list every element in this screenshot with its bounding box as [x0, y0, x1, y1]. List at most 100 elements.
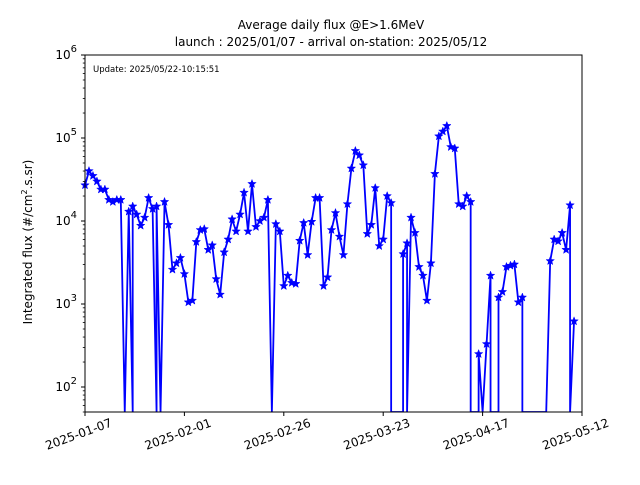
data-point-marker: [441, 120, 452, 131]
data-point-marker: [449, 143, 460, 153]
data-point-marker: [231, 226, 241, 236]
data-point-marker: [326, 224, 337, 235]
data-point-marker: [278, 280, 289, 291]
data-point-marker: [358, 160, 369, 170]
data-point-marker: [485, 270, 496, 280]
data-point-marker: [251, 221, 261, 231]
data-point-marker: [127, 201, 138, 211]
data-point-marker: [239, 187, 249, 197]
data-point-marker: [151, 201, 162, 211]
data-point-marker: [159, 196, 170, 207]
data-point-marker: [493, 292, 504, 302]
data-point-marker: [549, 234, 560, 244]
data-point-marker: [346, 163, 357, 173]
data-point-marker: [290, 278, 301, 288]
data-point-marker: [398, 248, 408, 259]
data-point-marker: [115, 194, 126, 204]
y-axis-label-main: Integrated flux (#/cm: [21, 195, 35, 325]
data-point-marker: [366, 219, 377, 229]
data-point-marker: [473, 348, 484, 359]
data-point-marker: [92, 176, 102, 186]
y-tick-label: 104: [55, 210, 77, 228]
data-point-marker: [370, 182, 381, 193]
data-point-marker: [235, 209, 245, 219]
data-point-marker: [139, 212, 150, 222]
x-tick-label: 2025-01-07: [43, 416, 113, 453]
data-point-marker: [406, 212, 416, 222]
data-point-marker: [179, 268, 190, 279]
y-tick-label: 103: [55, 293, 77, 311]
data-point-marker: [569, 316, 579, 326]
x-tick-label: 2025-02-26: [242, 416, 312, 453]
y-tick-exponent: 4: [71, 210, 77, 221]
data-point-marker: [517, 292, 528, 302]
data-point-marker: [434, 131, 444, 141]
data-point-marker: [354, 150, 365, 160]
data-point-marker: [199, 223, 210, 234]
data-point-marker: [298, 217, 309, 227]
data-point-marker: [557, 227, 567, 237]
data-point-marker: [211, 273, 222, 284]
x-tick-label: 2025-05-12: [540, 416, 610, 453]
data-point-marker: [270, 218, 281, 229]
data-point-marker: [461, 190, 472, 201]
data-point-marker: [513, 297, 524, 307]
data-point-marker: [302, 249, 313, 260]
y-tick-exponent: 3: [71, 293, 77, 304]
data-point-marker: [322, 272, 333, 282]
data-point-marker: [123, 206, 134, 216]
y-axis-label: Integrated flux (#/cm2.s.sr): [20, 160, 35, 325]
data-point-marker: [553, 236, 564, 246]
data-point-marker: [84, 165, 94, 176]
y-axis-label-units: .s.sr): [21, 160, 35, 190]
data-point-marker: [88, 170, 98, 180]
data-point-marker: [187, 295, 198, 305]
data-point-marker: [223, 234, 234, 244]
data-point-marker: [382, 190, 393, 201]
data-point-marker: [294, 235, 305, 245]
data-point-marker: [175, 252, 186, 262]
data-point-marker: [437, 126, 448, 136]
data-point-marker: [259, 212, 269, 222]
data-point-marker: [318, 280, 329, 291]
data-point-marker: [545, 255, 556, 266]
data-point-marker: [362, 228, 373, 238]
data-point-marker: [509, 259, 520, 269]
data-point-marker: [135, 220, 146, 230]
data-point-marker: [282, 270, 293, 280]
data-point-marker: [131, 209, 142, 219]
data-point-marker: [561, 244, 571, 254]
data-point-marker: [163, 219, 174, 229]
data-point-marker: [386, 197, 397, 208]
y-tick-label: 106: [55, 44, 77, 62]
y-tick-label: 102: [55, 376, 77, 394]
data-point-marker: [334, 231, 345, 241]
x-tick-label: 2025-04-17: [441, 416, 511, 453]
x-tick-label: 2025-02-01: [143, 416, 213, 453]
data-point-marker: [378, 234, 389, 244]
data-point-marker: [342, 198, 353, 209]
data-point-marker: [418, 270, 428, 280]
update-annotation: Update: 2025/05/22-10:15:51: [93, 65, 220, 75]
data-point-marker: [207, 240, 218, 250]
data-point-marker: [143, 192, 154, 203]
data-point-marker: [330, 207, 341, 218]
data-point-marker: [338, 249, 349, 260]
data-point-marker: [426, 258, 436, 268]
data-point-marker: [243, 226, 253, 236]
data-point-marker: [274, 226, 285, 236]
data-point-marker: [565, 200, 575, 210]
data-point-marker: [402, 238, 412, 248]
data-point-marker: [314, 192, 325, 203]
data-point-marker: [203, 244, 214, 254]
data-point-marker: [430, 168, 440, 178]
data-point-marker: [374, 240, 385, 251]
x-tick-label: 2025-03-23: [342, 416, 412, 453]
y-axis-label-exponent: 2: [20, 189, 29, 194]
chart-subtitle: launch : 2025/01/07 - arrival on-station…: [175, 35, 487, 49]
data-point-marker: [215, 289, 226, 299]
y-tick-exponent: 2: [71, 376, 77, 387]
flux-series-line: [85, 124, 575, 412]
